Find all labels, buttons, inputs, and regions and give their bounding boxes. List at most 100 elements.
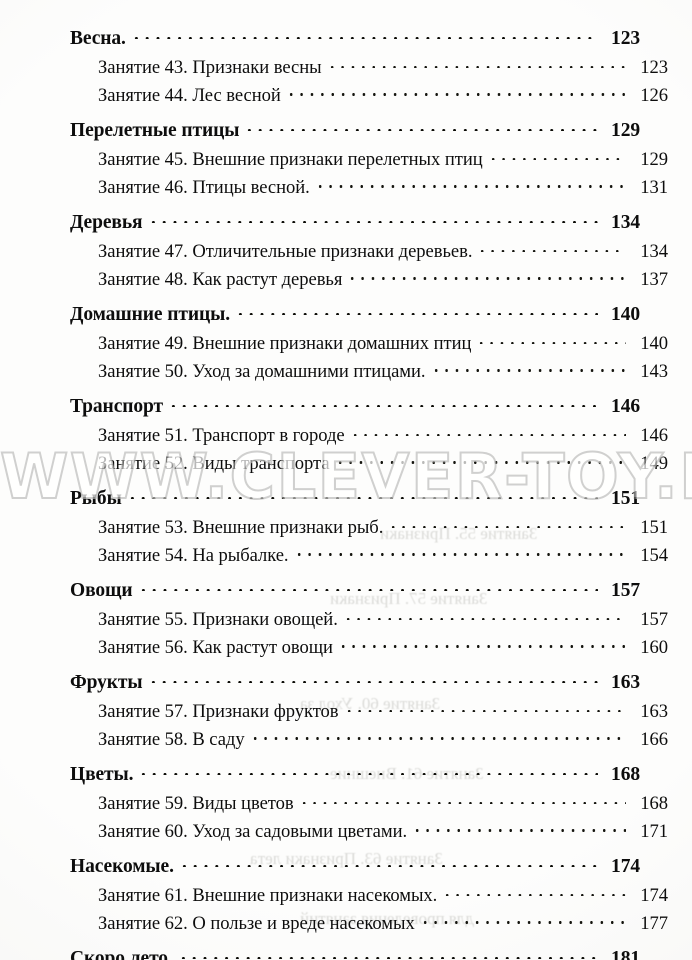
toc-entry-label: Занятие 48. Как растут деревья bbox=[98, 268, 343, 290]
dot-leader bbox=[249, 726, 626, 745]
dot-leader bbox=[334, 450, 626, 469]
toc-group: Овощи 157 Занятие 55. Признаки овощей. 157 З… bbox=[70, 576, 668, 661]
toc-entry-label: Занятие 46. Птицы весной. bbox=[98, 176, 310, 198]
dot-leader bbox=[347, 266, 626, 285]
toc-section-label: Транспорт bbox=[70, 396, 164, 417]
toc-entry[interactable]: Занятие 47. Отличительные признаки дерев… bbox=[70, 238, 668, 266]
toc-group: Весна. 123 Занятие 43. Признаки весны 123 За… bbox=[70, 24, 668, 109]
toc-entry[interactable]: Занятие 49. Внешние признаки домашних пт… bbox=[70, 330, 668, 358]
toc-entry[interactable]: Занятие 58. В саду 166 bbox=[70, 726, 668, 754]
toc-section[interactable]: Домашние птицы. 140 bbox=[70, 300, 640, 330]
toc-section[interactable]: Перелетные птицы 129 bbox=[70, 116, 640, 146]
dot-leader bbox=[337, 634, 626, 653]
dot-leader bbox=[138, 761, 598, 781]
dot-leader bbox=[349, 422, 626, 441]
dot-leader bbox=[412, 818, 626, 837]
toc-section-label: Насекомые. bbox=[70, 856, 174, 877]
toc-section-page-number: 174 bbox=[611, 856, 640, 877]
toc-entry[interactable]: Занятие 51. Транспорт в городе 146 bbox=[70, 422, 668, 450]
toc-section[interactable]: Рыбы 151 bbox=[70, 484, 640, 514]
toc-entry[interactable]: Занятие 43. Признаки весны 123 bbox=[70, 54, 668, 82]
dot-leader bbox=[147, 669, 598, 689]
dot-leader bbox=[293, 542, 626, 561]
toc-section-page-number: 157 bbox=[611, 580, 640, 601]
toc-section-page-number: 140 bbox=[611, 304, 640, 325]
toc-entry[interactable]: Занятие 45. Внешние признаки перелетных … bbox=[70, 146, 668, 174]
toc-entry[interactable]: Занятие 55. Признаки овощей. 157 bbox=[70, 606, 668, 634]
toc-group: Насекомые. 174 Занятие 61. Внешние признак… bbox=[70, 852, 668, 937]
toc-section-label: Рыбы bbox=[70, 488, 122, 509]
toc-group: Рыбы 151 Занятие 53. Внешние признаки рыб.… bbox=[70, 484, 668, 569]
dot-leader bbox=[477, 238, 626, 257]
toc-entry-label: Занятие 60. Уход за садовыми цветами. bbox=[98, 820, 408, 842]
toc-entry-label: Занятие 43. Признаки весны bbox=[98, 57, 322, 78]
toc-entry-page-number: 134 bbox=[640, 241, 668, 262]
toc-section[interactable]: Овощи 157 bbox=[70, 576, 640, 606]
toc-entry[interactable]: Занятие 53. Внешние признаки рыб. 151 bbox=[70, 514, 668, 542]
toc-entry-label: Занятие 59. Виды цветов bbox=[98, 793, 294, 814]
toc-entry-label: Занятие 61. Внешние признаки насекомых. bbox=[98, 885, 438, 906]
toc-entry-label: Занятие 54. На рыбалке. bbox=[98, 544, 289, 566]
toc-section-label: Перелетные птицы bbox=[70, 120, 240, 141]
toc-entry[interactable]: Занятие 59. Виды цветов 168 bbox=[70, 790, 668, 818]
toc-entry-label: Занятие 58. В саду bbox=[98, 728, 245, 750]
toc-entry[interactable]: Занятие 50. Уход за домашними птицами. 14… bbox=[70, 358, 668, 386]
toc-entry[interactable]: Занятие 44. Лес весной 126 bbox=[70, 82, 668, 110]
dot-leader bbox=[285, 82, 626, 101]
toc-entry[interactable]: Занятие 48. Как растут деревья 137 bbox=[70, 266, 668, 294]
dot-leader bbox=[419, 910, 626, 929]
toc-entry-page-number: 131 bbox=[640, 176, 668, 198]
toc-section-label: Скоро лето. bbox=[70, 948, 173, 960]
dot-leader bbox=[177, 945, 598, 960]
toc-entry[interactable]: Занятие 46. Птицы весной. 131 bbox=[70, 174, 668, 202]
toc-entry-label: Занятие 51. Транспорт в городе bbox=[98, 425, 345, 446]
toc-entry[interactable]: Занятие 62. О пользе и вреде насекомых 17… bbox=[70, 910, 668, 938]
toc-entry-label: Занятие 44. Лес весной bbox=[98, 84, 281, 106]
toc-entry-label: Занятие 45. Внешние признаки перелетных … bbox=[98, 149, 483, 170]
toc-group: Цветы. 168 Занятие 59. Виды цветов 168 Занят… bbox=[70, 760, 668, 845]
toc-section-page-number: 163 bbox=[611, 672, 640, 693]
toc-entry[interactable]: Занятие 60. Уход за садовыми цветами. 171 bbox=[70, 818, 668, 846]
toc-entry-page-number: 123 bbox=[640, 57, 668, 78]
dot-leader bbox=[168, 393, 598, 413]
dot-leader bbox=[235, 301, 598, 321]
toc-entry-label: Занятие 49. Внешние признаки домашних пт… bbox=[98, 333, 472, 354]
toc-section[interactable]: Насекомые. 174 bbox=[70, 852, 640, 882]
toc-section[interactable]: Деревья 134 bbox=[70, 208, 640, 238]
toc-entry-page-number: 160 bbox=[640, 636, 668, 658]
toc-entry[interactable]: Занятие 56. Как растут овощи 160 bbox=[70, 634, 668, 662]
toc-section[interactable]: Фрукты 163 bbox=[70, 668, 640, 698]
dot-leader bbox=[487, 146, 626, 165]
toc-section[interactable]: Весна. 123 bbox=[70, 24, 640, 54]
dot-leader bbox=[126, 485, 598, 505]
toc-entry[interactable]: Занятие 52. Виды транспорта 149 bbox=[70, 450, 668, 478]
toc-entry-label: Занятие 47. Отличительные признаки дерев… bbox=[98, 241, 473, 262]
toc-entry-page-number: 151 bbox=[640, 517, 668, 538]
toc-section[interactable]: Цветы. 168 bbox=[70, 760, 640, 790]
dot-leader bbox=[314, 174, 626, 193]
dot-leader bbox=[298, 790, 626, 809]
toc-section[interactable]: Транспорт 146 bbox=[70, 392, 640, 422]
toc-entry-page-number: 174 bbox=[640, 885, 668, 906]
toc-entry[interactable]: Занятие 61. Внешние признаки насекомых. 1… bbox=[70, 882, 668, 910]
dot-leader bbox=[130, 25, 598, 45]
toc-section-label: Овощи bbox=[70, 580, 133, 601]
toc-entry-page-number: 157 bbox=[640, 609, 668, 630]
toc-entry[interactable]: Занятие 57. Признаки фруктов 163 bbox=[70, 698, 668, 726]
toc-group: Деревья 134 Занятие 47. Отличительные приз… bbox=[70, 208, 668, 293]
toc-section-page-number: 146 bbox=[611, 396, 640, 417]
toc-entry-page-number: 143 bbox=[640, 360, 668, 382]
toc-entry-page-number: 140 bbox=[640, 333, 668, 354]
toc-entry-page-number: 146 bbox=[640, 425, 668, 446]
dot-leader bbox=[137, 577, 598, 597]
toc-group: Скоро лето.181Занятие 63. Признаки лета1… bbox=[70, 944, 640, 960]
toc-group: Транспорт 146 Занятие 51. Транспорт в горо… bbox=[70, 392, 668, 477]
toc-entry-page-number: 177 bbox=[640, 912, 668, 934]
toc-entry[interactable]: Занятие 54. На рыбалке. 154 bbox=[70, 542, 668, 570]
toc-entry-page-number: 154 bbox=[640, 544, 668, 566]
toc-entry-page-number: 129 bbox=[640, 149, 668, 170]
toc-section-label: Деревья bbox=[70, 212, 143, 233]
toc-section[interactable]: Скоро лето. 181 bbox=[70, 944, 640, 960]
